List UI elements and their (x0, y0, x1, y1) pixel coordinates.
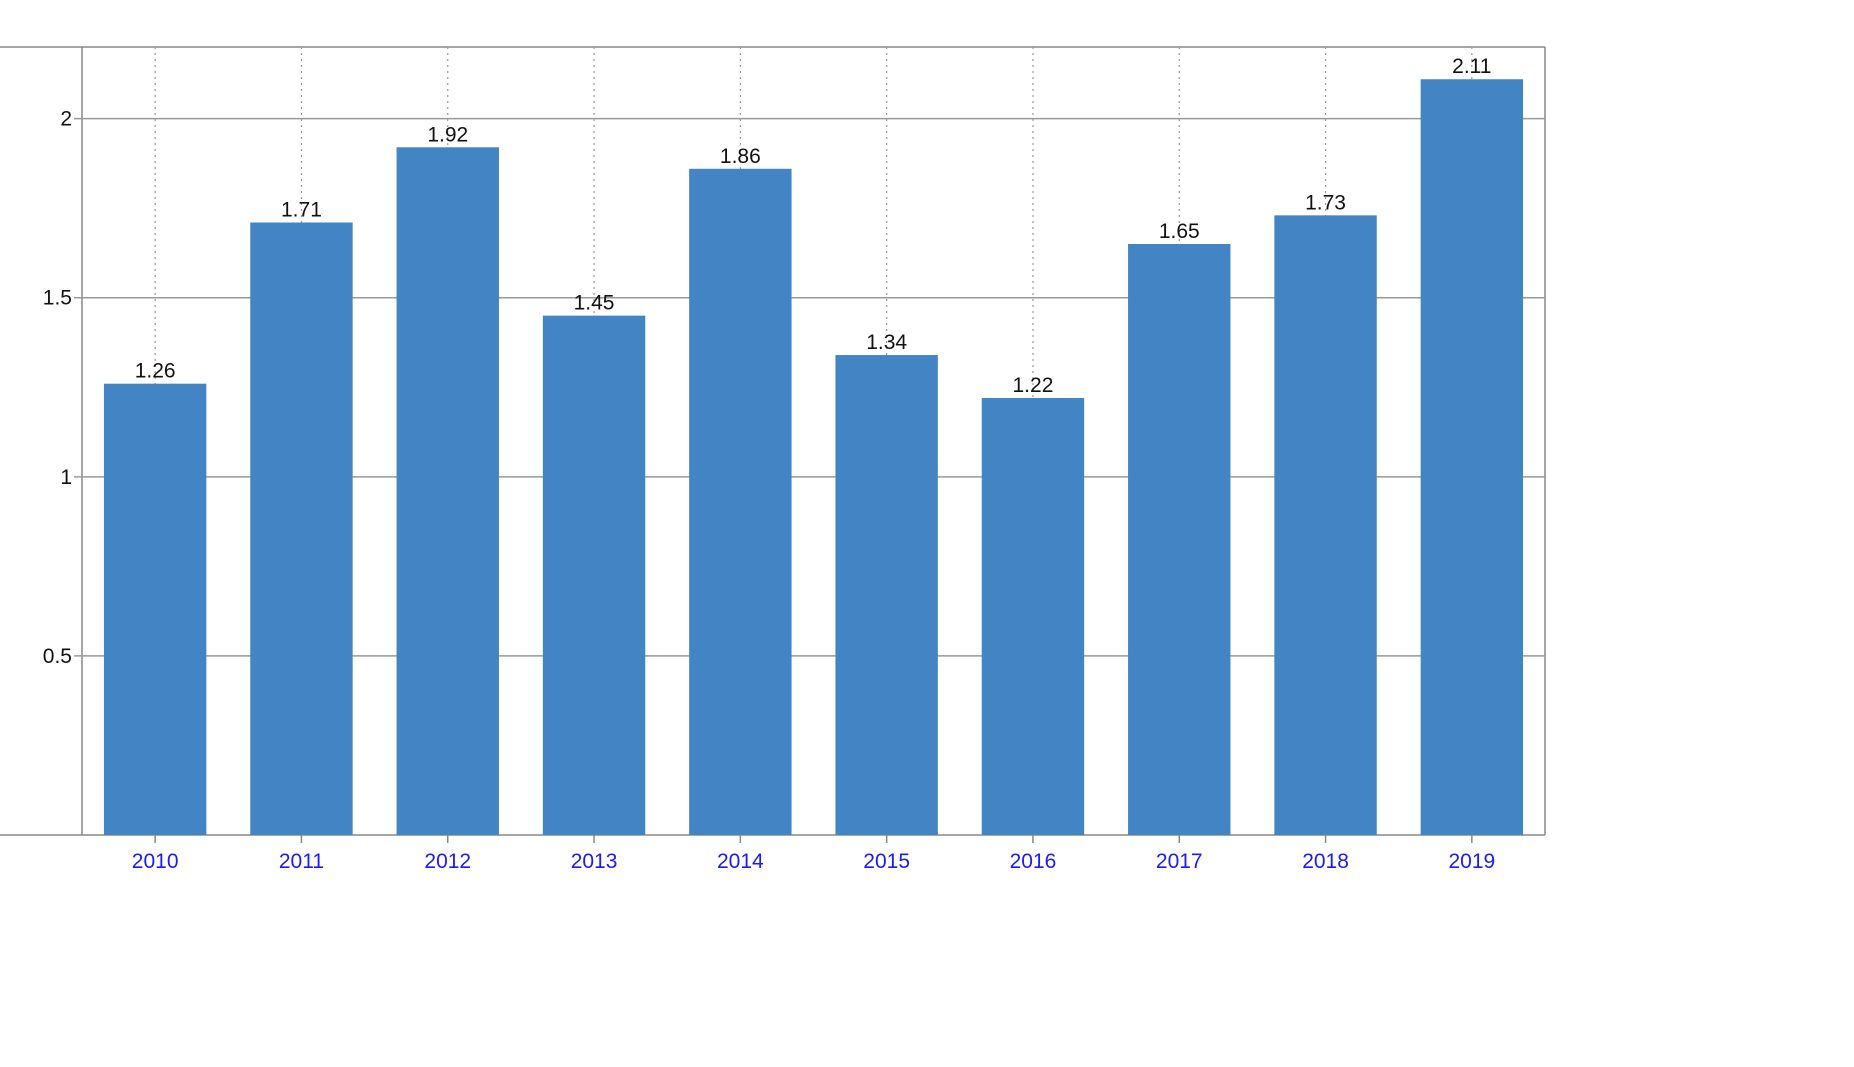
bars (103, 79, 1524, 836)
value-label-2017: 1.65 (1159, 220, 1200, 243)
bar-2017 (1128, 244, 1231, 835)
value-label-2013: 1.45 (574, 292, 615, 315)
x-axis-ticks: 2010 2011 2012 2013 2014 2015 2016 2017 2018 2019 (132, 835, 1495, 873)
x-tick-label-2012: 2012 (424, 850, 471, 873)
value-label-2018: 1.73 (1305, 191, 1346, 214)
bar-2013 (542, 315, 646, 835)
value-label-2019: 2.11 (1452, 55, 1491, 78)
y-tick-label: 1 (60, 466, 72, 489)
value-label-2014: 1.86 (720, 145, 761, 168)
value-label-2011: 1.71 (281, 199, 322, 222)
x-tick-label-2015: 2015 (863, 850, 910, 873)
value-label-2015: 1.34 (866, 331, 907, 354)
y-tick-label: 0.5 (43, 645, 72, 668)
x-tick-label-2014: 2014 (717, 850, 764, 873)
y-tick-label: 1.5 (43, 287, 72, 310)
bar-2011 (250, 222, 353, 835)
value-label-2012: 1.92 (427, 123, 468, 146)
x-tick-label-2013: 2013 (571, 850, 618, 873)
bar-2019 (1420, 79, 1524, 835)
bar-2018 (1274, 215, 1377, 835)
x-tick-label-2016: 2016 (1010, 850, 1057, 873)
value-label-2016: 1.22 (1013, 374, 1054, 397)
bar-2010 (103, 383, 207, 835)
x-tick-label-2018: 2018 (1302, 850, 1349, 873)
y-axis-ticks: 0.5 1 1.5 2 (43, 108, 72, 668)
bar-2012 (396, 147, 499, 836)
x-tick-label-2019: 2019 (1448, 850, 1495, 873)
x-tick-label-2010: 2010 (132, 850, 179, 873)
value-labels: 1.26 1.71 1.92 1.45 1.86 1.34 1.22 1.65 1.73 2.11 (135, 55, 1492, 397)
x-tick-label-2011: 2011 (279, 850, 324, 873)
bar-2014 (689, 168, 792, 836)
bar-2015 (835, 355, 938, 835)
x-tick-label-2017: 2017 (1156, 850, 1203, 873)
y-tick-label: 2 (60, 108, 72, 131)
value-label-2010: 1.26 (135, 360, 176, 383)
bar-2016 (981, 398, 1085, 835)
